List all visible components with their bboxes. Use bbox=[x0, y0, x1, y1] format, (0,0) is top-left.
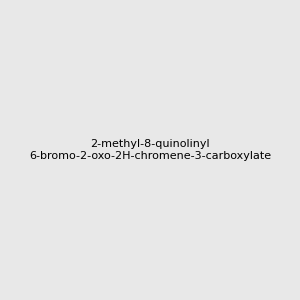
Text: 2-methyl-8-quinolinyl 6-bromo-2-oxo-2H-chromene-3-carboxylate: 2-methyl-8-quinolinyl 6-bromo-2-oxo-2H-c… bbox=[29, 139, 271, 161]
